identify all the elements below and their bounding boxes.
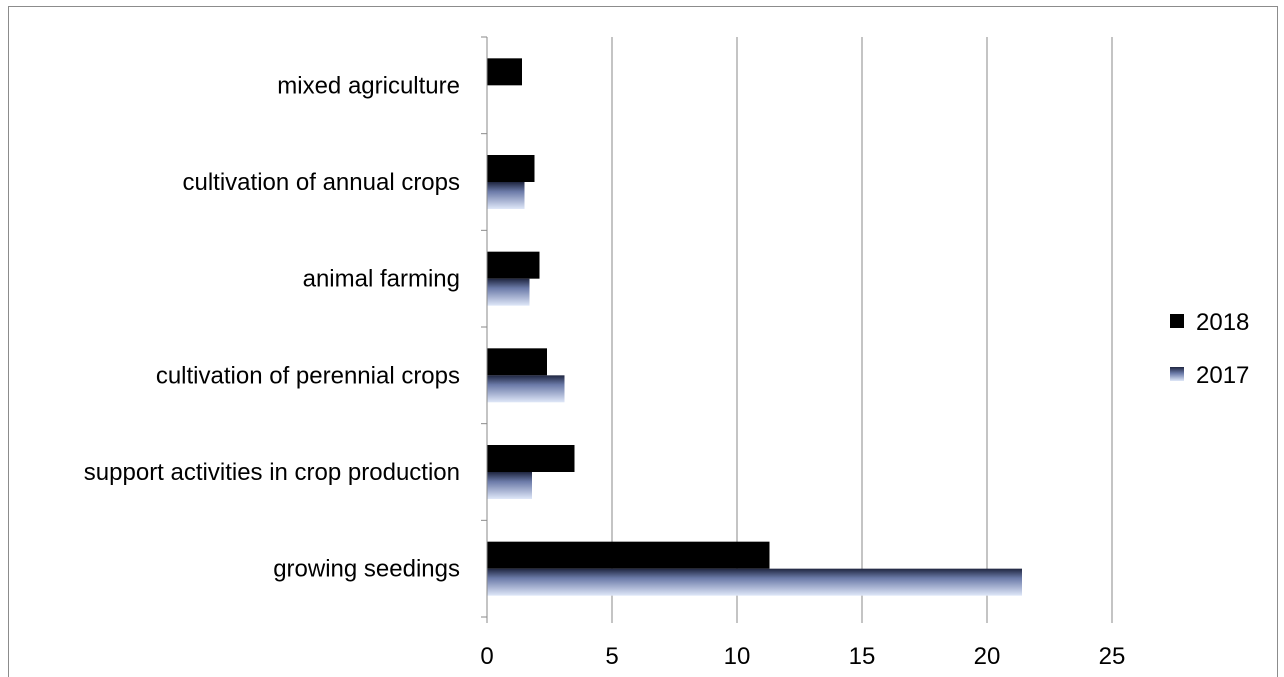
x-tick-label: 15 [849, 643, 876, 670]
category-label: growing seedings [273, 556, 460, 583]
category-label: mixed agriculture [277, 72, 460, 99]
category-label: cultivation of perennial crops [156, 362, 460, 389]
bar-2017 [487, 568, 1022, 596]
bar-2017 [487, 472, 532, 499]
legend-swatch-2018 [1170, 314, 1184, 328]
bar-2017 [487, 182, 525, 209]
grid-layer [611, 37, 1113, 617]
category-label: cultivation of annual crops [183, 169, 461, 196]
bar-2017 [487, 375, 565, 403]
bar-2018 [487, 348, 547, 376]
x-tick-label: 10 [724, 643, 751, 670]
bar-2017 [487, 278, 530, 306]
bar-2018 [487, 445, 575, 472]
legend: 2018 2017 [1170, 309, 1249, 389]
axis-layer: 0 5 10 15 20 25 mixed agriculture cultivation o… [84, 36, 1126, 670]
x-tick-label: 5 [605, 643, 618, 670]
legend-label-2018: 2018 [1196, 309, 1249, 336]
bar-2018 [487, 251, 540, 279]
legend-swatch-2017 [1170, 367, 1184, 381]
x-tick-label: 0 [480, 643, 493, 670]
category-label: animal farming [303, 266, 460, 293]
bars-layer [487, 58, 1022, 596]
legend-label-2017: 2017 [1196, 362, 1249, 389]
bar-2018 [487, 541, 770, 569]
x-tick-label: 25 [1099, 643, 1126, 670]
bar-2018 [487, 58, 522, 86]
x-tick-label: 20 [974, 643, 1001, 670]
bar-2018 [487, 155, 535, 182]
category-label: support activities in crop production [84, 459, 460, 486]
